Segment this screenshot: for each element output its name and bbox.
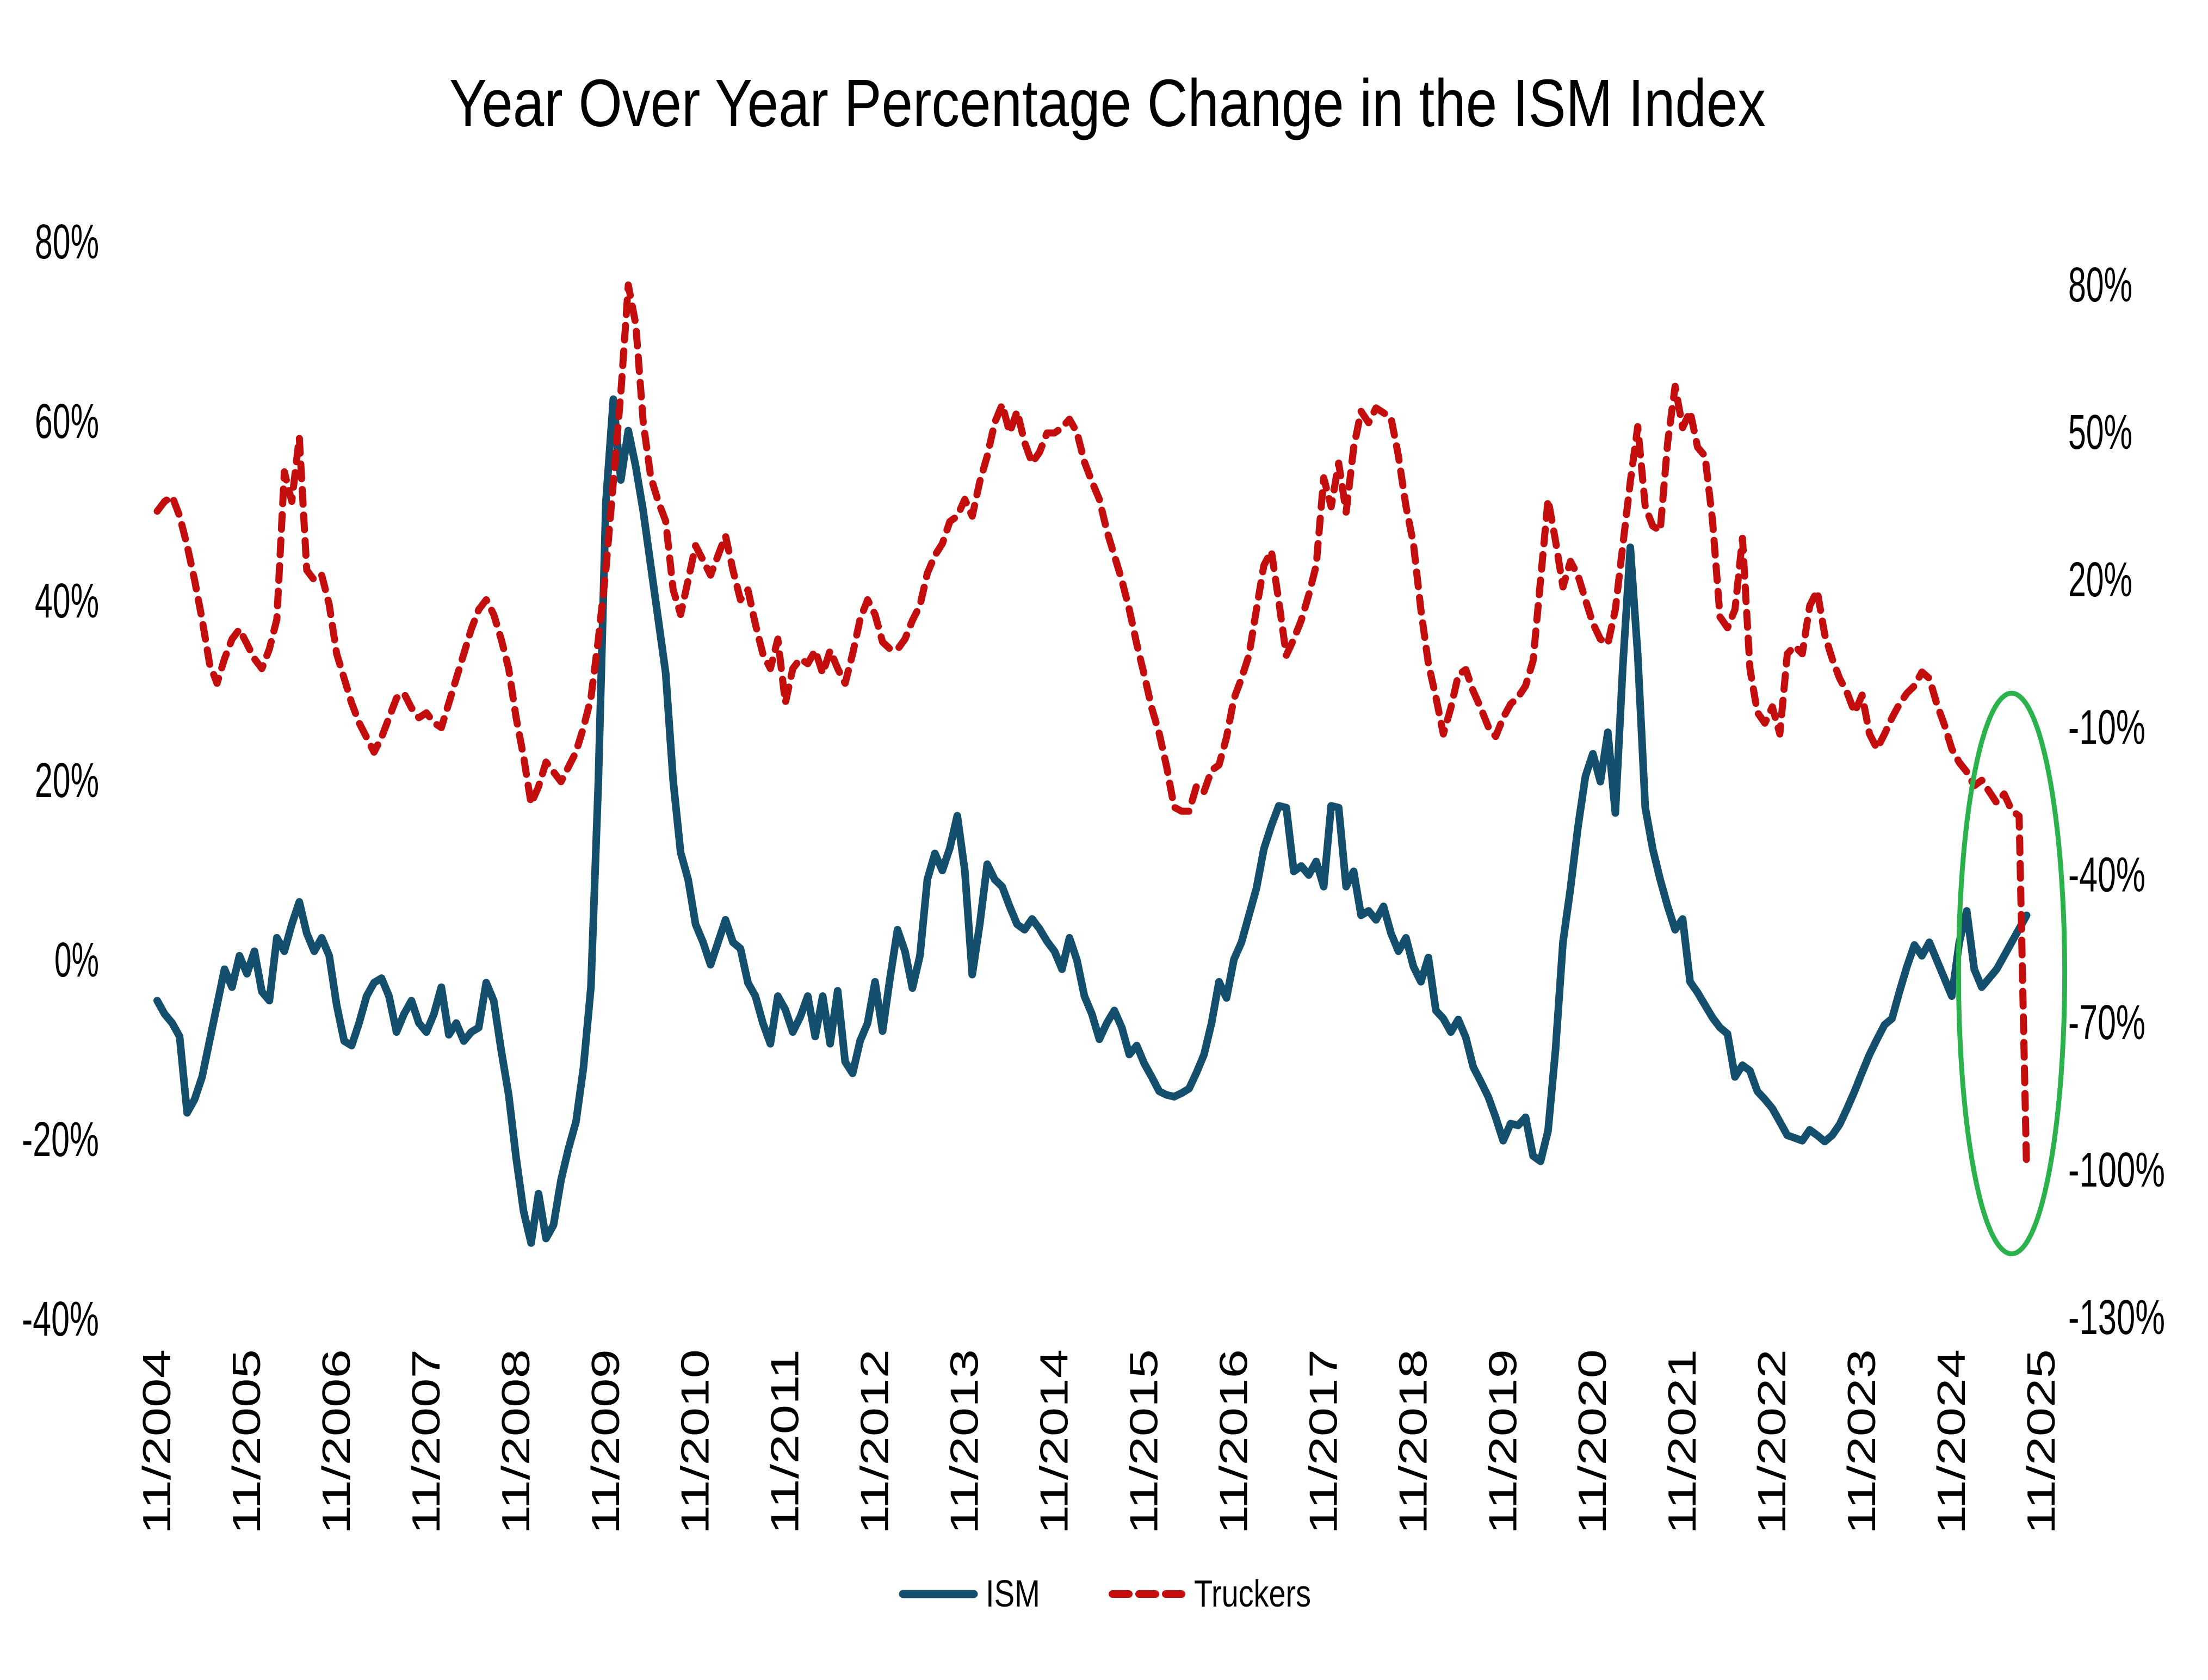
truckers-line: [153, 281, 2030, 1174]
x-axis-tick-label: 11/2019: [1481, 1349, 1525, 1534]
x-axis-tick-label: 11/2011: [764, 1349, 807, 1534]
left-axis-tick-label: 20%: [35, 753, 99, 808]
x-axis-tick-label: 11/2004: [135, 1349, 179, 1534]
x-axis-tick-label: 11/2005: [225, 1349, 269, 1534]
right-axis-tick-label: -100%: [2068, 1143, 2165, 1197]
x-axis-tick-label: 11/2010: [674, 1349, 718, 1534]
x-axis-tick-label: 11/2017: [1302, 1349, 1345, 1534]
x-axis-tick-label: 11/2024: [1930, 1349, 1974, 1534]
series-layer: [153, 281, 2031, 1247]
x-axis-tick-label: 11/2020: [1571, 1349, 1615, 1534]
right-axis-tick-label: -130%: [2068, 1290, 2165, 1345]
ism-line: [153, 395, 2031, 1247]
x-axis-tick-label: 11/2013: [943, 1349, 987, 1534]
right-axis-tick-label: -70%: [2068, 996, 2145, 1050]
legend-ism-label: ISM: [986, 1572, 1040, 1615]
right-axis: 80% 50% 20% -10% -40% -70% -100% -130%: [2068, 258, 2165, 1345]
x-axis-tick-label: 11/2021: [1661, 1349, 1704, 1534]
right-axis-tick-label: 80%: [2068, 258, 2132, 312]
annotation-layer: [1956, 690, 2068, 1257]
x-axis-tick-label: 11/2007: [405, 1349, 448, 1534]
left-axis-tick-label: 40%: [35, 574, 99, 628]
x-axis-tick-label: 11/2022: [1751, 1349, 1794, 1534]
legend-truckers-label: Truckers: [1194, 1572, 1311, 1615]
left-axis-tick-label: -40%: [22, 1292, 99, 1347]
left-axis-tick-label: 0%: [54, 933, 99, 987]
chart-title: Year Over Year Percentage Change in the …: [449, 66, 1766, 141]
left-axis-tick-label: -20%: [22, 1113, 99, 1167]
left-axis: 80% 60% 40% 20% 0% -20% -40%: [22, 215, 99, 1347]
right-axis-tick-label: -40%: [2068, 848, 2145, 903]
x-axis-tick-label: 11/2015: [1122, 1349, 1166, 1534]
highlight-ellipse: [1956, 690, 2068, 1257]
right-axis-tick-label: 50%: [2068, 405, 2132, 460]
right-axis-tick-label: 20%: [2068, 553, 2132, 607]
x-axis-tick-label: 11/2016: [1212, 1349, 1255, 1534]
x-axis-tick-label: 11/2009: [584, 1349, 628, 1534]
x-axis-tick-label: 11/2025: [2020, 1349, 2063, 1534]
x-axis-tick-label: 11/2023: [1840, 1349, 1884, 1534]
x-axis-tick-label: 11/2018: [1391, 1349, 1435, 1534]
legend: ISM Truckers: [899, 1572, 1311, 1615]
x-axis: 11/2004 11/2005 11/2006 11/2007 11/2008 11/20…: [135, 1349, 2063, 1534]
right-axis-tick-label: -10%: [2068, 700, 2145, 755]
x-axis-tick-label: 11/2006: [315, 1349, 358, 1534]
x-axis-tick-label: 11/2014: [1033, 1349, 1077, 1534]
x-axis-tick-label: 11/2012: [853, 1349, 897, 1534]
left-axis-tick-label: 80%: [35, 215, 99, 269]
left-axis-tick-label: 60%: [35, 394, 99, 449]
x-axis-tick-label: 11/2008: [494, 1349, 538, 1534]
